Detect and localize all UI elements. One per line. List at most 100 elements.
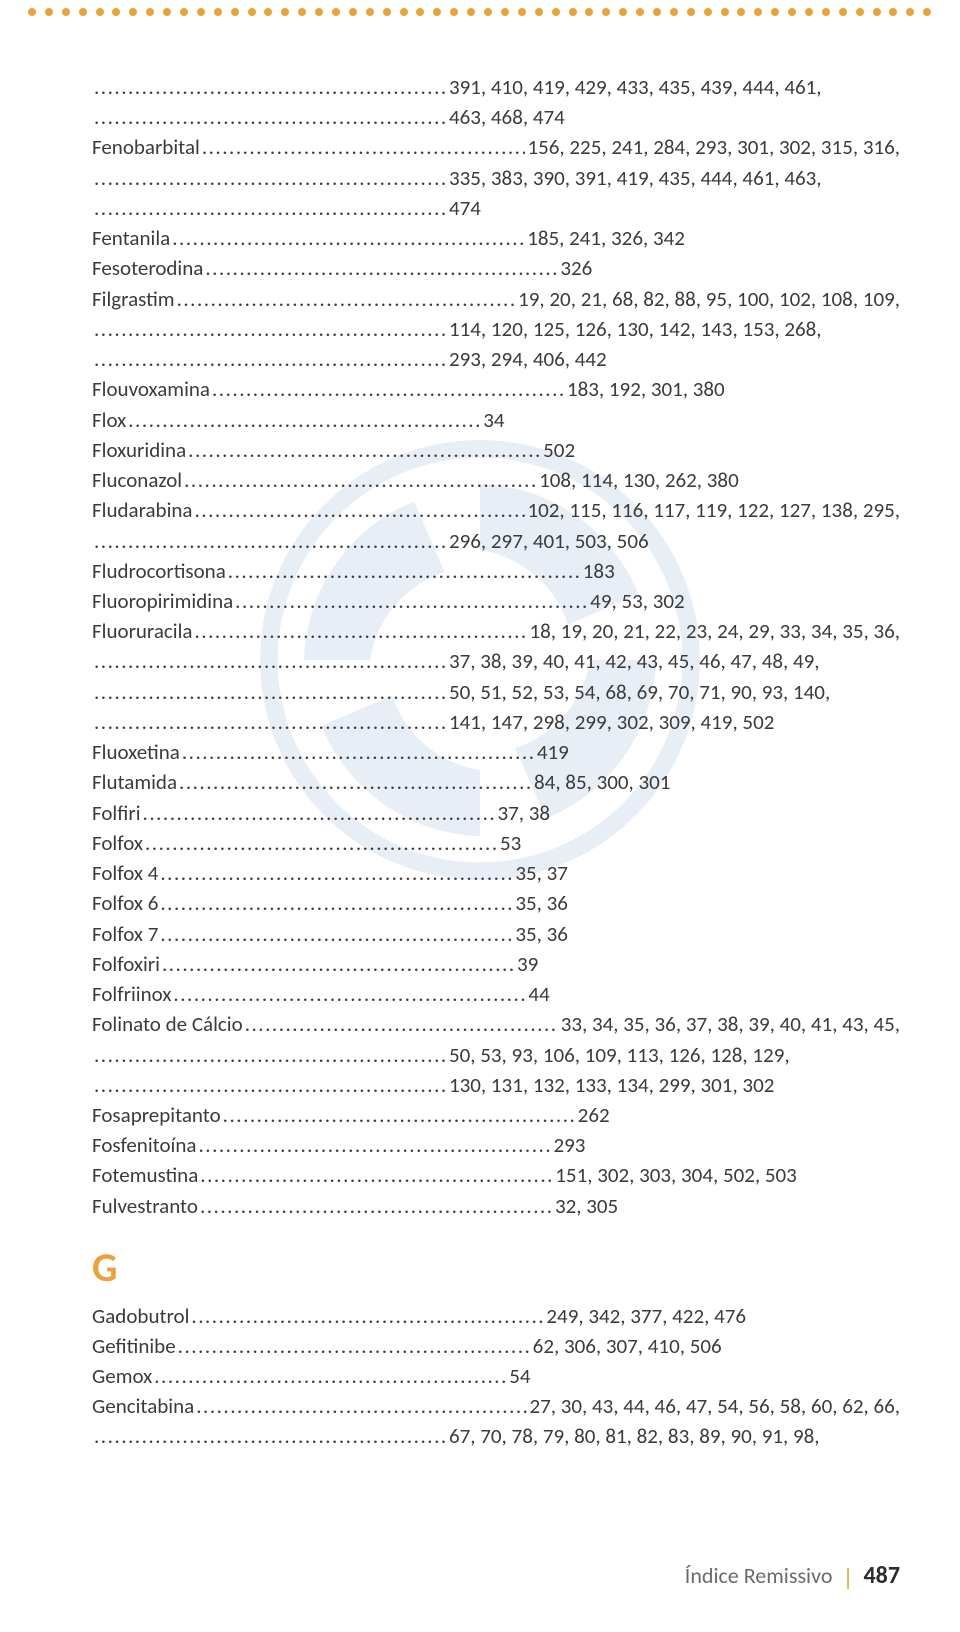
index-term: Folfriinox: [92, 979, 171, 1009]
dot-leader: [194, 616, 527, 646]
index-pages: 335, 383, 390, 391, 419, 435, 444, 461, …: [449, 163, 822, 193]
index-term: Folfoxiri: [92, 949, 160, 979]
index-row: Fenobarbital156, 225, 241, 284, 293, 301…: [92, 132, 900, 162]
dot-leader: [94, 677, 447, 707]
index-row: Fluoropirimidina 49, 53, 302: [92, 586, 900, 616]
index-row: Folfriinox 44: [92, 979, 900, 1009]
index-term: Folfox: [92, 828, 143, 858]
index-pages: 49, 53, 302: [590, 586, 684, 616]
index-term: Fosaprepitanto: [92, 1100, 221, 1130]
index-row: 37, 38, 39, 40, 41, 42, 43, 45, 46, 47, …: [92, 646, 900, 676]
index-term: Folfiri: [92, 798, 141, 828]
dot-leader: [178, 1331, 531, 1361]
index-row: 50, 53, 93, 106, 109, 113, 126, 128, 129…: [92, 1040, 900, 1070]
index-term: Fesoterodina: [92, 253, 203, 283]
decorative-dots-row: [0, 8, 960, 20]
index-pages: 35, 36: [515, 888, 568, 918]
index-pages: 293, 294, 406, 442: [449, 344, 607, 374]
index-pages: 53: [500, 828, 521, 858]
index-term: Flox: [92, 405, 126, 435]
index-row: Folfox 7 35, 36: [92, 919, 900, 949]
index-term: Fotemustina: [92, 1160, 198, 1190]
dot-leader: [94, 707, 447, 737]
index-pages: 249, 342, 377, 422, 476: [546, 1301, 746, 1331]
index-row: Folfox 4 35, 37: [92, 858, 900, 888]
footer-separator: |: [842, 1563, 853, 1592]
index-pages: 141, 147, 298, 299, 302, 309, 419, 502: [449, 707, 774, 737]
index-row: Flox 34: [92, 405, 900, 435]
index-row: 67, 70, 78, 79, 80, 81, 82, 83, 89, 90, …: [92, 1421, 900, 1451]
index-term: Fludarabina: [92, 495, 193, 525]
index-row: Gefitinibe 62, 306, 307, 410, 506: [92, 1331, 900, 1361]
dot-leader: [160, 919, 513, 949]
index-pages: 35, 37: [515, 858, 568, 888]
index-row: Folinato de Cálcio 33, 34, 35, 36, 37, 3…: [92, 1009, 900, 1039]
index-row: Gemox 54: [92, 1361, 900, 1391]
index-row: Fosfenitoína 293: [92, 1130, 900, 1160]
index-row: 293, 294, 406, 442: [92, 344, 900, 374]
index-row: 463, 468, 474: [92, 102, 900, 132]
index-row: Fosaprepitanto 262: [92, 1100, 900, 1130]
index-term: Fentanila: [92, 223, 170, 253]
index-pages: 84, 85, 300, 301: [534, 767, 670, 797]
dot-leader: [160, 888, 513, 918]
dot-leader: [160, 858, 513, 888]
index-pages: 419: [537, 737, 569, 767]
index-pages: 114, 120, 125, 126, 130, 142, 143, 153, …: [449, 314, 822, 344]
index-row: Folfox 6 35, 36: [92, 888, 900, 918]
dot-leader: [223, 1100, 576, 1130]
index-row: Folfiri 37, 38: [92, 798, 900, 828]
index-pages: 151, 302, 303, 304, 502, 503: [555, 1160, 797, 1190]
dot-leader: [179, 767, 532, 797]
index-pages: 391, 410, 419, 429, 433, 435, 439, 444, …: [449, 72, 822, 102]
index-pages: 35, 36: [515, 919, 568, 949]
footer-label: Índice Remissivo: [685, 1562, 833, 1589]
index-row: Folfoxiri 39: [92, 949, 900, 979]
index-pages: 50, 51, 52, 53, 54, 68, 69, 70, 71, 90, …: [449, 677, 830, 707]
dot-leader: [128, 405, 481, 435]
index-row: 50, 51, 52, 53, 54, 68, 69, 70, 71, 90, …: [92, 677, 900, 707]
index-term: Gemox: [92, 1361, 152, 1391]
index-row: 391, 410, 419, 429, 433, 435, 439, 444, …: [92, 72, 900, 102]
index-pages: 296, 297, 401, 503, 506: [449, 526, 649, 556]
index-row: Fulvestranto 32, 305: [92, 1191, 900, 1221]
dot-leader: [212, 374, 565, 404]
index-pages: 34: [483, 405, 504, 435]
index-term: Folfox 6: [92, 888, 158, 918]
index-pages: 62, 306, 307, 410, 506: [533, 1331, 722, 1361]
index-row: 335, 383, 390, 391, 419, 435, 444, 461, …: [92, 163, 900, 193]
index-pages: 18, 19, 20, 21, 22, 23, 24, 29, 33, 34, …: [529, 616, 900, 646]
index-pages: 67, 70, 78, 79, 80, 81, 82, 83, 89, 90, …: [449, 1421, 820, 1451]
index-pages: 27, 30, 43, 44, 46, 47, 54, 56, 58, 60, …: [529, 1391, 900, 1421]
index-row: Fludarabina102, 115, 116, 117, 119, 122,…: [92, 495, 900, 525]
dot-leader: [177, 284, 517, 314]
dot-leader: [188, 435, 541, 465]
dot-leader: [94, 344, 447, 374]
dot-leader: [94, 72, 447, 102]
section-letter-g: G: [92, 1239, 900, 1297]
index-pages: 33, 34, 35, 36, 37, 38, 39, 40, 41, 43, …: [561, 1009, 900, 1039]
index-pages: 19, 20, 21, 68, 82, 88, 95, 100, 102, 10…: [518, 284, 900, 314]
index-term: Fludrocortisona: [92, 556, 226, 586]
dot-leader: [94, 1040, 447, 1070]
index-term: Fosfenitoína: [92, 1130, 196, 1160]
dot-leader: [94, 646, 447, 676]
index-term: Folfox 4: [92, 858, 158, 888]
index-pages: 183, 192, 301, 380: [567, 374, 725, 404]
index-pages: 502: [543, 435, 575, 465]
index-pages: 463, 468, 474: [449, 102, 565, 132]
index-row: 130, 131, 132, 133, 134, 299, 301, 302: [92, 1070, 900, 1100]
dot-leader: [94, 1070, 447, 1100]
index-row: Filgrastim 19, 20, 21, 68, 82, 88, 95, 10…: [92, 284, 900, 314]
dot-leader: [235, 586, 588, 616]
page-footer: Índice Remissivo | 487: [685, 1561, 900, 1590]
index-pages: 39: [517, 949, 538, 979]
index-row: Fentanila 185, 241, 326, 342: [92, 223, 900, 253]
index-pages: 54: [509, 1361, 530, 1391]
index-term: Fluoxetina: [92, 737, 180, 767]
dot-leader: [94, 163, 447, 193]
index-term: Filgrastim: [92, 284, 175, 314]
index-row: 114, 120, 125, 126, 130, 142, 143, 153, …: [92, 314, 900, 344]
dot-leader: [145, 828, 498, 858]
dot-leader: [228, 556, 581, 586]
